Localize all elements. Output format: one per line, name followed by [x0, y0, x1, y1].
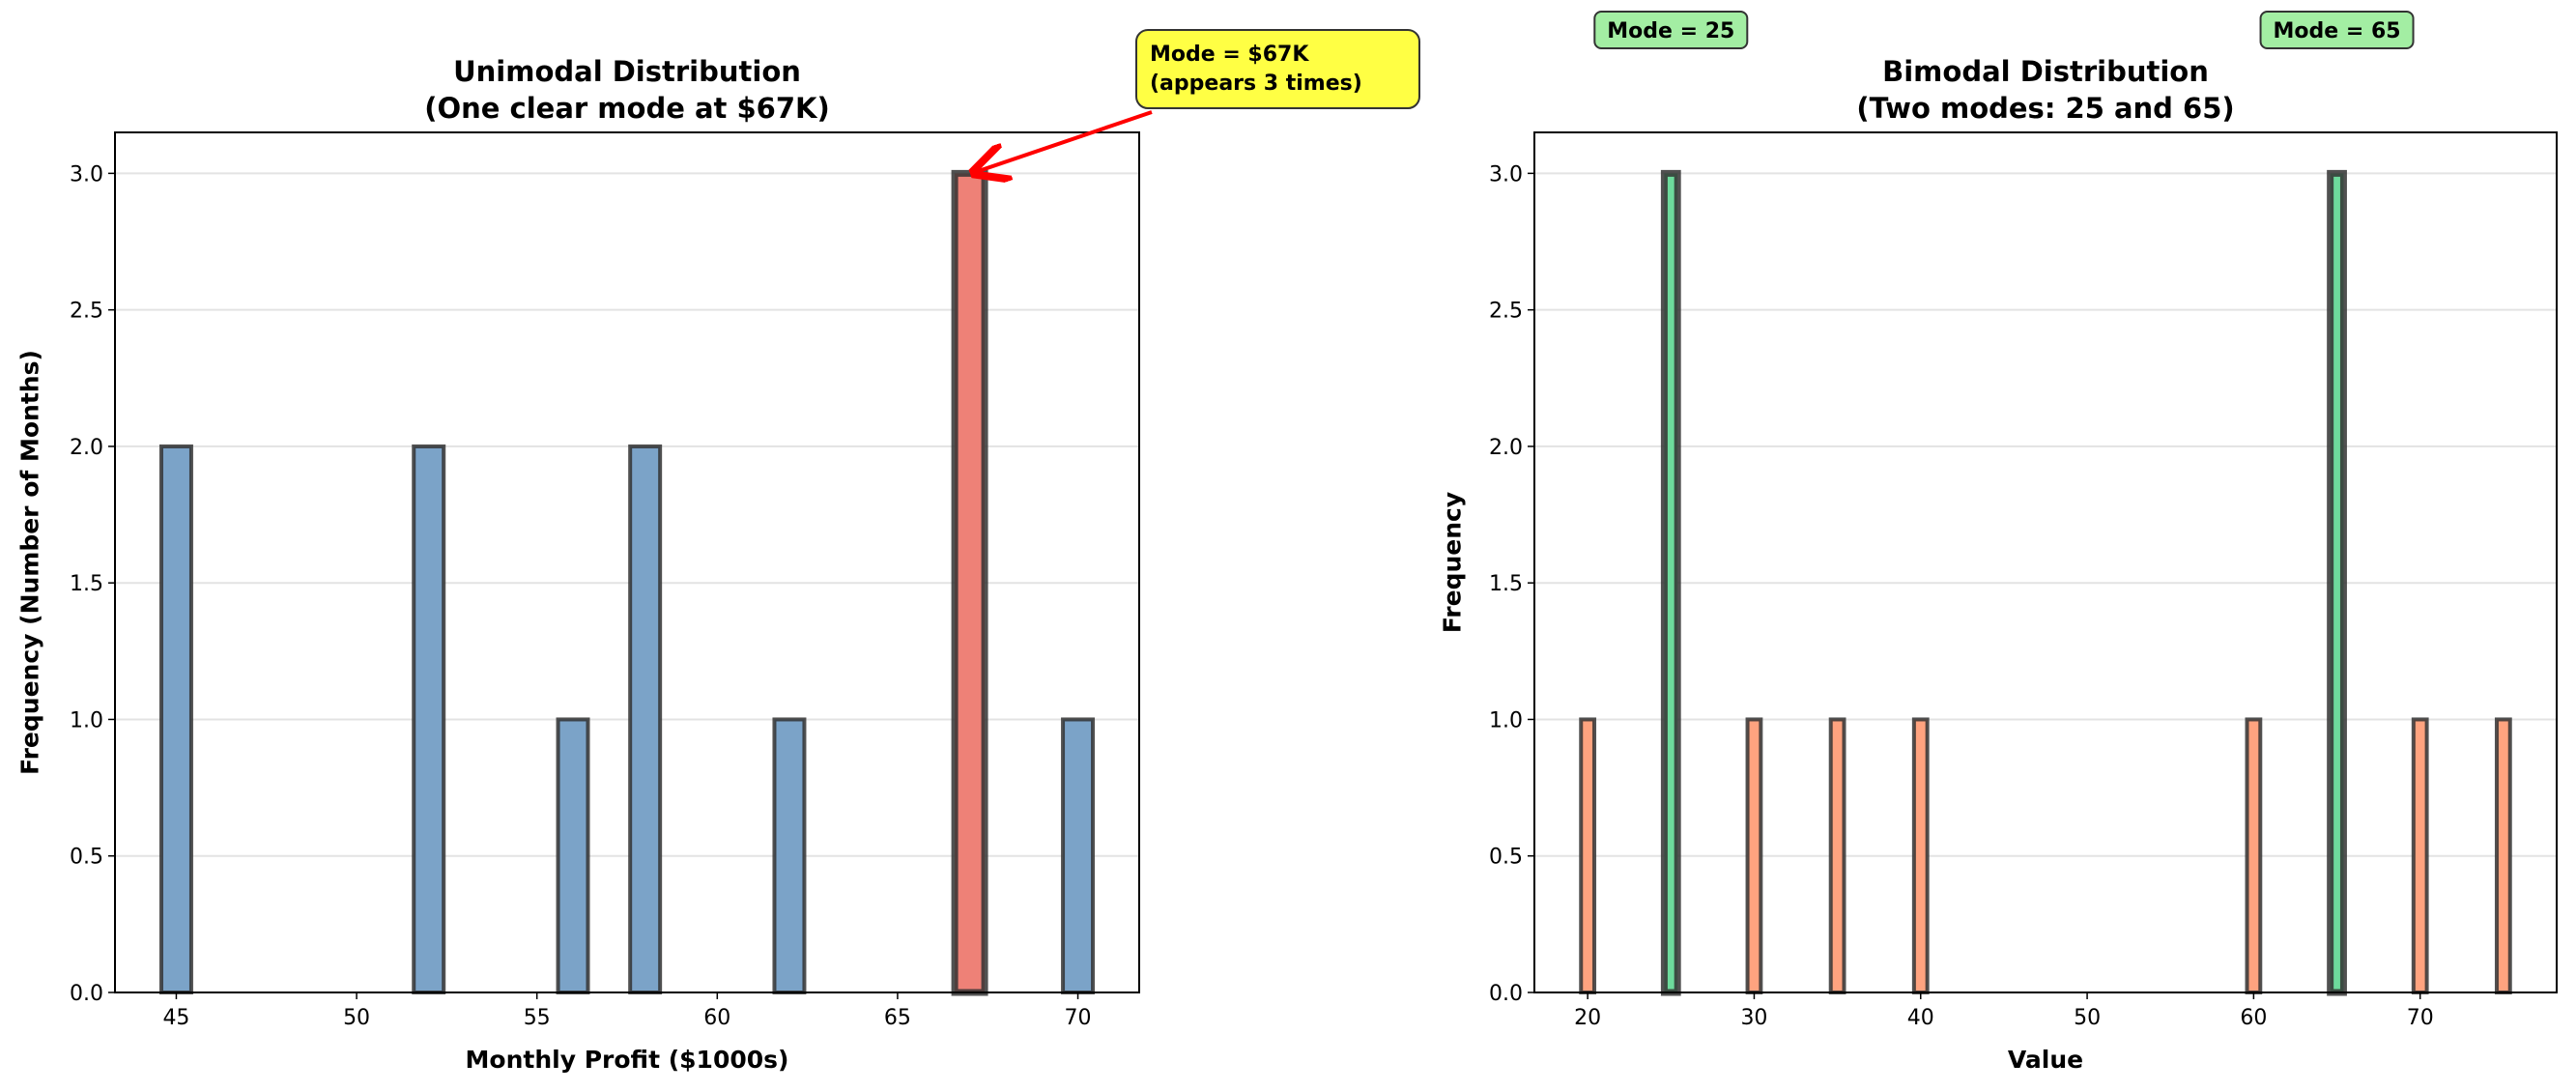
- annotation-box: [1135, 29, 1420, 109]
- mode-label-box: [1593, 11, 1749, 49]
- x-tick-label: 40: [1907, 1006, 1934, 1030]
- x-tick-label: 50: [343, 1006, 370, 1030]
- bar: [628, 444, 663, 994]
- y-tick-label: 1.5: [1489, 572, 1523, 596]
- chart-2: 0.0 0.5 1.0 1.5 2.0 2.5 3.0 20 30 40 50 60 70 Bimodal…: [1439, 11, 2558, 1074]
- x-tick-label: 60: [2240, 1006, 2267, 1030]
- mode-label-box: [2259, 11, 2415, 49]
- y-tick-label: 0.5: [1489, 846, 1523, 870]
- bar: [1061, 717, 1096, 994]
- annotation-arrow: [978, 110, 1153, 171]
- x-tick-label: 65: [884, 1006, 911, 1030]
- mode-bar: [951, 169, 988, 996]
- bar: [1579, 717, 1597, 994]
- bar: [556, 717, 590, 994]
- y-tick-label: 1.0: [70, 708, 103, 733]
- x-tick-label: 20: [1574, 1006, 1601, 1030]
- x-tick-label: 50: [2074, 1006, 2101, 1030]
- chart-title: Bimodal Distribution: [1882, 55, 2209, 88]
- bar: [2494, 717, 2512, 994]
- bar: [1828, 717, 1846, 994]
- mode-label-text: Mode = 65: [2274, 19, 2401, 43]
- axes-frame: [1533, 131, 2558, 993]
- bar: [158, 444, 193, 994]
- axes-frame: [114, 131, 1140, 993]
- y-tick-label: 3.0: [1489, 162, 1523, 187]
- chart-subtitle: (Two modes: 25 and 65): [1856, 92, 2234, 125]
- x-tick-label: 45: [162, 1006, 189, 1030]
- y-tick-label: 3.0: [70, 162, 103, 187]
- y-tick-label: 1.5: [70, 572, 103, 596]
- y-tick-label: 2.0: [1489, 436, 1523, 460]
- mode-label-text: Mode = 25: [1607, 19, 1734, 43]
- y-tick-label: 0.0: [1489, 982, 1523, 1006]
- y-axis-label: Frequency: [1439, 492, 1467, 633]
- annotation-text: (appears 3 times): [1150, 72, 1362, 96]
- mode-bar: [2327, 169, 2347, 996]
- bar: [1911, 717, 1930, 994]
- mode-bar: [1660, 169, 1681, 996]
- bar: [2411, 717, 2429, 994]
- y-tick-label: 0.5: [70, 846, 103, 870]
- x-tick-label: 70: [1065, 1006, 1092, 1030]
- y-axis-label: Frequency (Number of Months): [16, 350, 44, 775]
- y-tick-label: 2.5: [1489, 300, 1523, 324]
- chart-subtitle: (One clear mode at $67K): [424, 92, 830, 125]
- annotation-text: Mode = $67K: [1150, 43, 1309, 67]
- chart-1: 0.0 0.5 1.0 1.5 2.0 2.5 3.0 45 50 55 60 65 70 Unimoda…: [16, 29, 1420, 1074]
- x-tick-label: 60: [703, 1006, 730, 1030]
- bar: [772, 717, 807, 994]
- bar: [2245, 717, 2263, 994]
- y-tick-label: 0.0: [70, 982, 103, 1006]
- x-axis-label: Value: [2008, 1046, 2083, 1074]
- x-tick-label: 55: [524, 1006, 551, 1030]
- x-tick-label: 70: [2407, 1006, 2434, 1030]
- chart-title: Unimodal Distribution: [453, 55, 801, 88]
- y-tick-label: 2.5: [70, 300, 103, 324]
- y-tick-label: 2.0: [70, 436, 103, 460]
- x-axis-label: Monthly Profit ($1000s): [466, 1046, 789, 1074]
- x-tick-label: 30: [1740, 1006, 1767, 1030]
- bar: [1745, 717, 1763, 994]
- bar: [412, 444, 446, 994]
- y-tick-label: 1.0: [1489, 708, 1523, 733]
